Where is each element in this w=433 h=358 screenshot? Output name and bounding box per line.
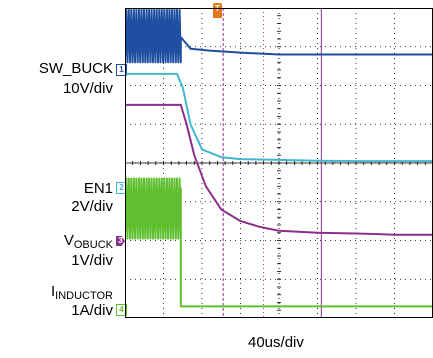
trace-ch2 (125, 72, 433, 163)
grid (125, 8, 433, 318)
ch2-scale-label: 2V/div (71, 198, 113, 215)
ch4-marker: 4 (116, 304, 127, 316)
trace-ch1 (125, 8, 433, 64)
time-scale-label: 40us/div (248, 334, 304, 351)
ch4-name-sub: INDUCTOR (55, 290, 113, 302)
scope-plot (125, 8, 433, 318)
ch1-name-label: SW_BUCK (39, 60, 113, 77)
ch1-scale-label: 10V/div (62, 80, 113, 97)
ch2-name-label: EN1 (84, 180, 113, 197)
ch4-name-main: I (50, 283, 56, 300)
ch3-scale-label: 1V/div (71, 252, 113, 269)
traces (125, 8, 433, 308)
ch3-name-sub: OBUCK (73, 239, 113, 251)
ch2-name: EN1 (83, 180, 113, 197)
trace-ch4 (125, 177, 433, 308)
cursors (222, 8, 322, 318)
ch4-name-label: IINDUCTOR (51, 283, 113, 302)
ch4-scale-label: 1A/div (71, 302, 113, 319)
ch3-marker: 3 (116, 236, 125, 246)
ch3-name-main: V (63, 232, 74, 249)
ch1-marker: 1 (116, 64, 127, 76)
ch1-name: SW_BUCK (38, 60, 113, 77)
ch3-name-label: VOBUCK (64, 232, 113, 251)
trace-ch3 (125, 103, 433, 236)
